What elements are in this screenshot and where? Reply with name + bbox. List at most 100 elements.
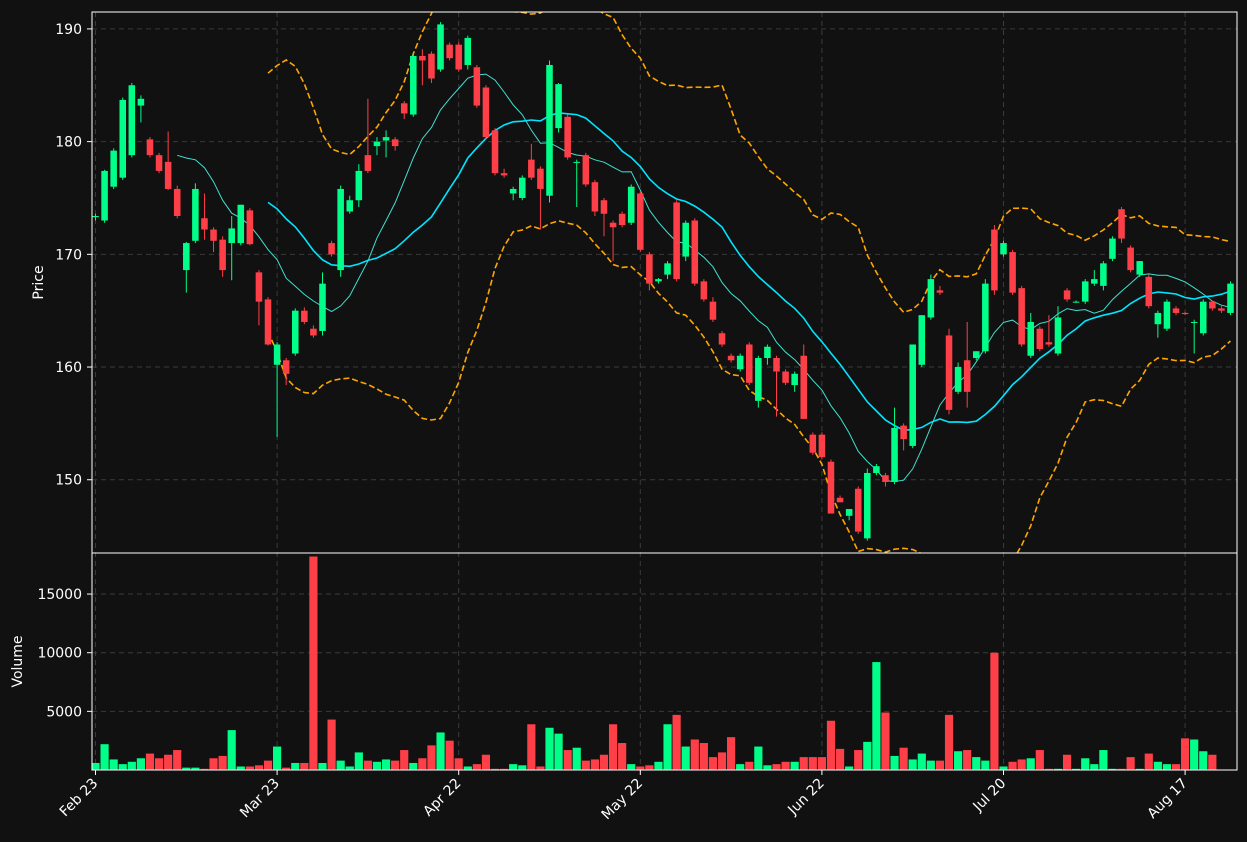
candle-body [609,222,617,228]
volume-bar [436,732,445,770]
volume-bar [209,758,218,770]
volume-bar [1081,758,1090,770]
volume-bar [581,760,590,770]
candle-body [255,272,263,302]
candle-body [410,55,417,115]
candle-body [1199,301,1207,334]
volume-bar [963,750,972,770]
volume-bar [118,764,127,770]
volume-bar [745,761,754,770]
candle-body [1072,301,1080,303]
candle-body [146,139,154,156]
candle-body [419,55,426,61]
volume-bar [318,762,327,770]
bollinger-upper-line [267,12,1231,314]
volume-bar [826,720,836,770]
candle-body [528,159,535,178]
candle-body [1100,263,1107,286]
candle-body [1109,238,1116,259]
volume-bar [999,766,1008,770]
volume-bar [527,724,536,770]
volume-bar [727,737,736,770]
volume-bar [282,767,291,770]
candle-body [364,155,372,171]
volume-bar [636,766,645,770]
volume-bar [926,760,935,770]
volume-bar [1099,750,1108,770]
candle-body [446,44,453,59]
candle-body [1081,281,1089,302]
volume-bar [445,740,454,770]
candle-body [291,310,299,354]
candle-body [1172,308,1180,313]
volume-bar [154,758,164,770]
candle-body [782,371,789,383]
volume-bar [1126,757,1135,770]
candle-body [328,243,335,255]
candle-body [164,161,172,189]
candle-body [428,53,435,79]
candle-body [727,355,735,361]
candle-body [736,355,744,370]
candle-body [173,188,181,217]
candle-body [282,360,290,374]
volume-bar [91,762,100,770]
candle-body [555,84,562,129]
candle-body [155,155,163,171]
volume-bar [1162,764,1172,770]
volume-bar [981,760,990,770]
volume-axis-label: Volume [10,635,26,687]
candle-body [1190,321,1198,323]
candle-body [219,239,226,271]
candle-body [482,87,490,138]
candle-body [718,333,726,345]
candle-body [1000,243,1007,255]
volume-tick-label: 15000 [37,587,82,603]
volume-bar [1072,768,1081,770]
volume-bar [1035,750,1044,770]
grid-lines [92,12,1237,770]
candle-body [1118,209,1125,239]
volume-bar [1181,738,1190,770]
candle-body [1009,252,1016,293]
volume-bar [763,765,772,770]
candle-body [273,344,281,365]
candle-body [1136,261,1143,275]
candle-body [755,358,762,401]
volume-bar [917,753,926,770]
candle-body [573,161,581,163]
candle-body [1054,317,1062,354]
volume-bar [427,745,436,770]
volume-bar [1017,759,1026,770]
volume-bar [618,743,627,770]
volume-bar [808,757,817,770]
volume-bar [717,752,727,770]
volume-bar [409,762,418,770]
candle-body [691,220,699,284]
candle-body [773,358,780,372]
candle-body [346,200,354,212]
volume-bar [890,755,899,770]
volume-bar [472,764,481,770]
candle-body [618,213,626,226]
volume-bars [91,556,1217,770]
candle-body [192,188,199,241]
candle-body [600,200,608,214]
price-tick-label: 170 [55,247,82,263]
volume-bar [554,733,563,770]
candle-body [664,263,671,275]
candle-body [864,472,871,539]
volume-bar [1090,764,1099,770]
candle-body [582,155,590,185]
volume-bar [218,755,227,770]
candle-body [954,367,962,392]
candle-body [128,85,136,156]
volume-bar [254,765,264,770]
volume-bar [935,760,945,770]
volume-bar [654,761,663,770]
price-overlays [177,12,1232,553]
candle-body [627,186,635,223]
price-tick-label: 160 [55,360,82,376]
volume-bar [509,764,518,770]
